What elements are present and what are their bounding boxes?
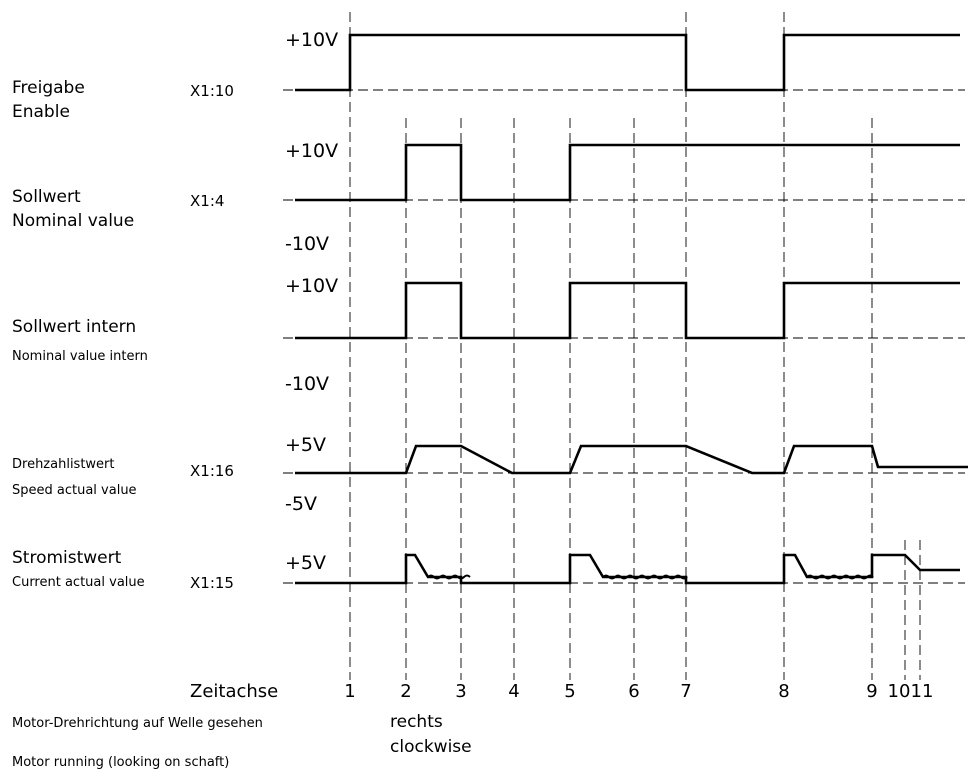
time-axis-ticks: 1 2 3 4 5 6 7 8 9 10 11 — [344, 681, 933, 702]
direction-value-en: clockwise — [390, 737, 472, 757]
signal-nominal: Sollwert Nominal value X1:4 +10V -10V — [12, 140, 965, 255]
time-axis-tick: 11 — [911, 681, 934, 702]
time-axis-tick: 3 — [455, 681, 466, 702]
time-axis-tick: 1 — [344, 681, 355, 702]
signal-current-ripple-3 — [806, 574, 874, 580]
signal-current-waveform — [295, 553, 960, 585]
direction-value-de: rechts — [390, 712, 443, 732]
signal-current-ripple-2 — [602, 574, 688, 580]
direction-legend: Motor-Drehrichtung auf Welle gesehen Mot… — [12, 712, 472, 770]
signal-speed-level-high: +5V — [285, 434, 326, 456]
signal-nominal-waveform — [295, 143, 960, 202]
direction-label-de: Motor-Drehrichtung auf Welle gesehen — [12, 716, 263, 731]
signal-current-terminal: X1:15 — [190, 574, 234, 592]
signal-nominal-name-de: Sollwert — [12, 187, 81, 207]
signal-current-ripple-1 — [427, 574, 471, 580]
signal-enable-terminal: X1:10 — [190, 82, 234, 100]
signal-current-level-high: +5V — [285, 552, 326, 574]
signal-enable: Freigabe Enable X1:10 +10V — [12, 29, 965, 122]
time-axis-tick: 6 — [628, 681, 639, 702]
time-axis-tick: 9 — [866, 681, 877, 702]
time-axis-tick: 5 — [564, 681, 575, 702]
signal-nominal-intern: Sollwert intern Nominal value intern +10… — [12, 275, 965, 395]
signal-nominal-level-high: +10V — [285, 140, 338, 162]
signal-speed-level-low: -5V — [285, 493, 317, 515]
signal-enable-name-de: Freigabe — [12, 78, 85, 98]
signal-current-name-de: Stromistwert — [12, 548, 122, 568]
signal-nominal-name-en: Nominal value — [12, 211, 134, 231]
signal-nominal-intern-level-high: +10V — [285, 275, 338, 297]
signal-nominal-terminal: X1:4 — [190, 192, 224, 210]
time-axis-tick: 4 — [508, 681, 519, 702]
signal-speed-name-en: Speed actual value — [12, 483, 137, 498]
signal-current-name-en: Current actual value — [12, 575, 145, 590]
time-axis-tick: 2 — [400, 681, 411, 702]
signal-enable-waveform — [295, 33, 960, 92]
time-axis-tick: 10 — [888, 681, 911, 702]
signal-nominal-intern-name-en: Nominal value intern — [12, 349, 148, 364]
time-markers — [349, 12, 921, 680]
signal-nominal-intern-level-low: -10V — [285, 373, 329, 395]
signal-nominal-intern-name-de: Sollwert intern — [12, 317, 136, 337]
signal-nominal-level-low: -10V — [285, 233, 329, 255]
signal-speed-waveform — [295, 444, 968, 475]
signal-speed: Drehzahlistwert Speed actual value X1:16… — [12, 434, 968, 515]
time-axis-label: Zeitachse — [190, 681, 278, 702]
signal-speed-terminal: X1:16 — [190, 462, 234, 480]
signal-enable-name-en: Enable — [12, 102, 70, 122]
signal-nominal-intern-waveform — [295, 281, 960, 340]
signal-speed-name-de: Drehzahlistwert — [12, 457, 115, 472]
time-axis: Zeitachse 1 2 3 4 5 6 7 8 9 10 11 — [190, 681, 933, 702]
signal-enable-level-high: +10V — [285, 29, 338, 51]
signal-current: Stromistwert Current actual value X1:15 … — [12, 548, 965, 592]
direction-label-en: Motor running (looking on schaft) — [12, 755, 229, 770]
time-axis-tick: 7 — [680, 681, 691, 702]
time-axis-tick: 8 — [778, 681, 789, 702]
